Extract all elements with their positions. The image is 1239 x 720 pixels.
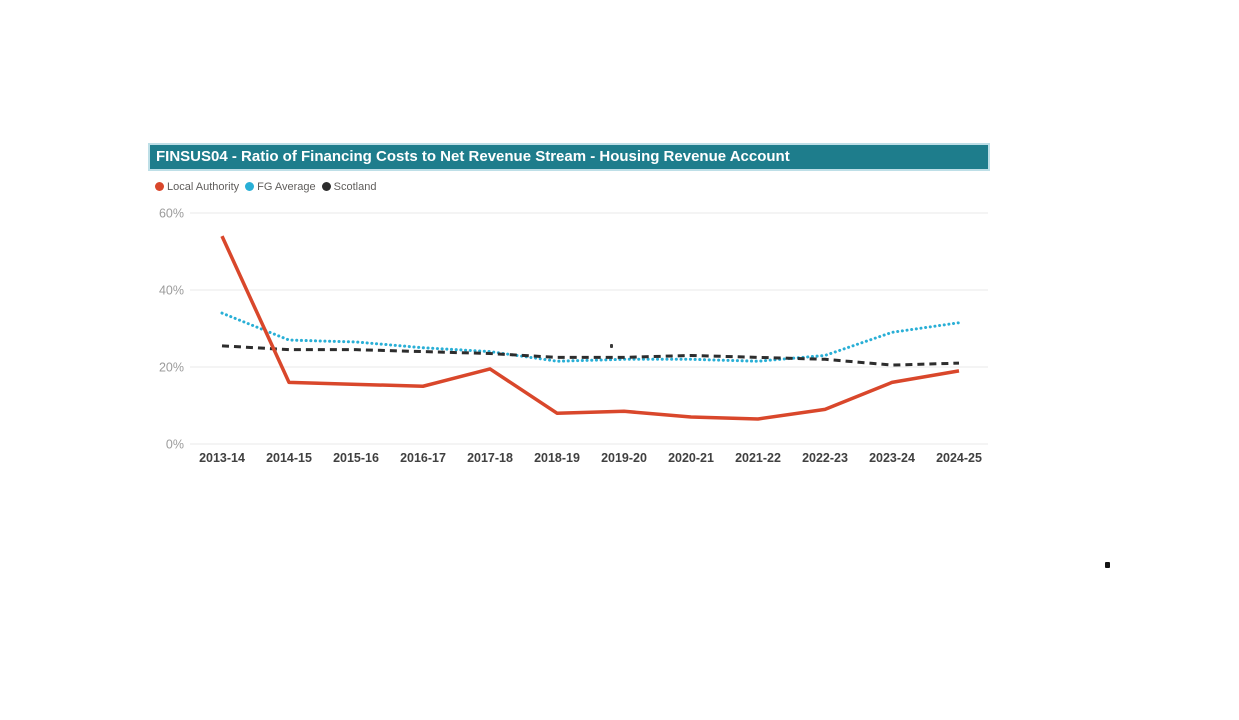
series-line-fg-average[interactable] [220,311,961,363]
stray-speck-on-page [1105,562,1110,568]
stray-speck-on-chart [610,344,613,348]
x-tick-label: 2019-20 [601,451,647,465]
chart-title: FINSUS04 - Ratio of Financing Costs to N… [156,148,790,165]
legend-label-scotland: Scotland [333,180,377,193]
legend-label-local-authority: Local Authority [167,180,240,193]
x-tick-label: 2023-24 [869,451,915,465]
legend-marker-scotland-icon [321,182,331,191]
legend-label-fg-average: FG Average [257,180,316,193]
y-tick-label: 40% [159,284,184,298]
chart-card: FINSUS04 - Ratio of Financing Costs to N… [148,143,990,474]
legend-marker-local-authority-icon [155,182,164,191]
x-tick-label: 2013-14 [199,451,245,465]
x-tick-label: 2021-22 [735,451,781,465]
y-tick-label: 60% [159,207,184,221]
y-tick-label: 0% [166,438,184,452]
x-tick-label: 2020-21 [668,451,714,465]
legend-item-local-authority[interactable]: Local Authority [155,181,239,193]
legend-item-scotland[interactable]: Scotland [321,180,377,193]
x-tick-label: 2014-15 [266,451,312,465]
legend-item-fg-average[interactable]: FG Average [245,181,316,193]
x-tick-label: 2017-18 [467,451,513,465]
x-tick-label: 2016-17 [400,451,446,465]
series-line-local-authority[interactable] [220,235,960,421]
legend-marker-fg-average-icon [245,182,255,191]
chart-title-bar: FINSUS04 - Ratio of Financing Costs to N… [148,143,990,171]
x-tick-label: 2015-16 [333,451,379,465]
line-chart-svg[interactable]: 0% 20% 40% 60% 2013-14 2014-15 2015-16 2016-17 2… [148,198,990,474]
x-tick-label: 2018-19 [534,451,580,465]
x-tick-label: 2024-25 [936,451,982,465]
x-tick-label: 2022-23 [802,451,848,465]
series-line-scotland[interactable] [221,344,960,367]
y-tick-label: 20% [159,361,184,375]
chart-legend: Local Authority FG Average Scotland [155,180,990,193]
